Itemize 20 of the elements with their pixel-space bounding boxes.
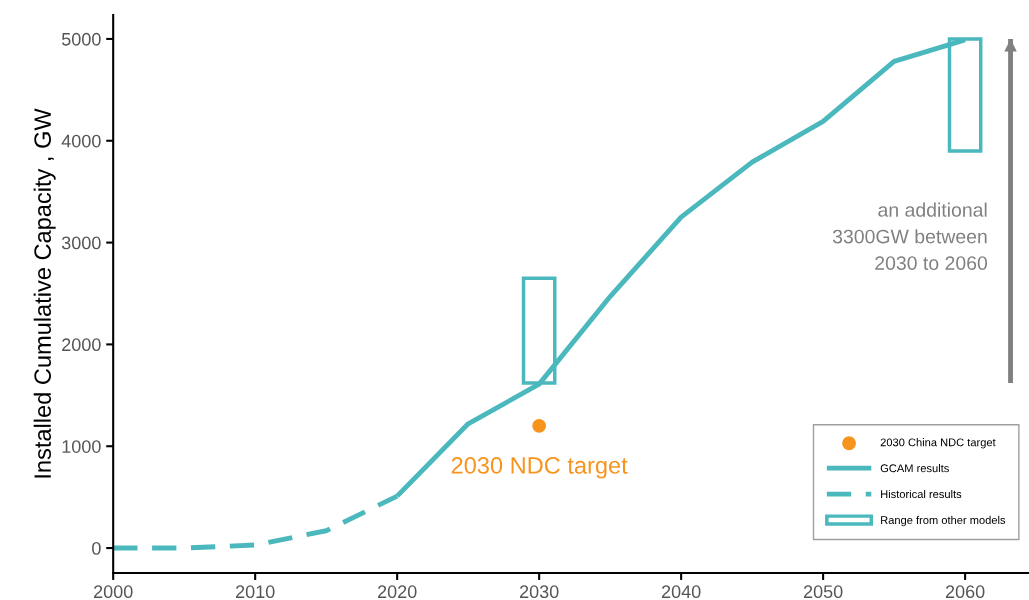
x-tick-label: 2010 <box>236 585 275 599</box>
legend-label: Historical results <box>881 489 962 499</box>
x-tick-label: 2050 <box>803 585 843 599</box>
y-axis-title: Installed Cumulative Capacity , GW <box>33 108 56 478</box>
legend-label: GCAM results <box>880 464 949 473</box>
annotation: an additional 3300GW between 2030 to 2060 <box>832 202 988 270</box>
x-tick-label: 2040 <box>661 585 701 599</box>
legend-label: Range from other models <box>881 515 1006 527</box>
annotation: 2030 NDC target <box>451 457 628 479</box>
x-tick-label: 2060 <box>945 585 985 599</box>
y-tick-label: 5000 <box>61 32 101 46</box>
y-tick-label: 0 <box>92 541 101 555</box>
legend-label: 2030 China NDC target <box>880 438 996 449</box>
x-tick-label: 2030 <box>519 585 559 599</box>
x-tick-label: 2000 <box>94 585 133 599</box>
x-tick-label: 2020 <box>377 585 417 599</box>
y-tick-label: 2000 <box>62 338 101 352</box>
y-tick-label: 1000 <box>62 440 101 453</box>
y-tick-label: 4000 <box>61 134 101 148</box>
y-tick-label: 3000 <box>61 236 101 250</box>
